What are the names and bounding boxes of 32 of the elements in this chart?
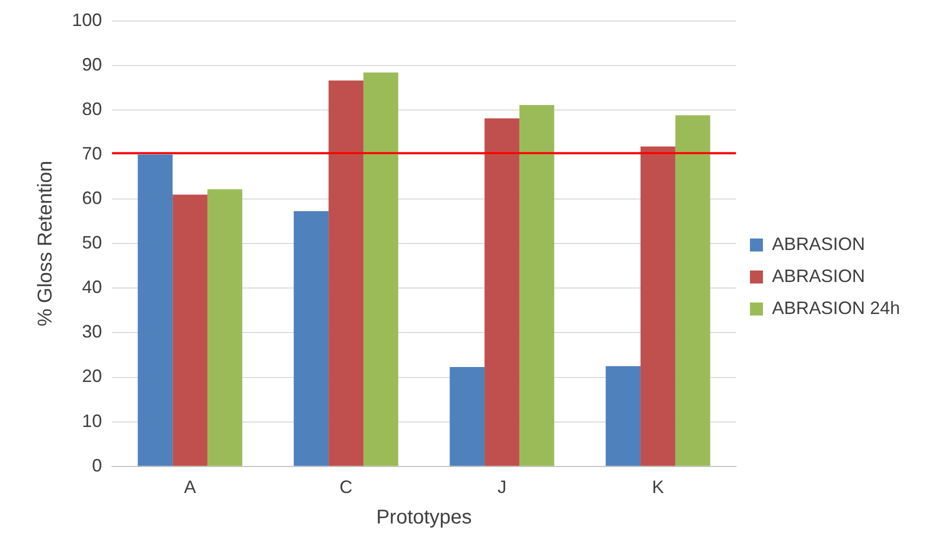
y-tick-label: 50 <box>82 232 102 253</box>
bar <box>519 105 554 466</box>
legend-label: ABRASION 24h <box>772 298 900 318</box>
y-tick-label: 100 <box>72 10 102 30</box>
y-axis-title: % Gloss Retention <box>34 160 57 326</box>
y-tick-label: 80 <box>82 98 102 119</box>
bar <box>606 366 641 466</box>
y-tick-label: 40 <box>82 277 102 298</box>
bar <box>207 189 242 466</box>
bar <box>484 118 520 466</box>
x-tick-label: K <box>652 477 664 498</box>
legend-label: ABRASION <box>772 234 865 254</box>
y-tick-label: 30 <box>82 322 102 342</box>
x-tick-label: A <box>184 477 196 498</box>
x-tick-label: J <box>497 477 506 498</box>
bar <box>450 367 485 466</box>
x-axis-title: Prototypes <box>376 506 472 529</box>
bar <box>640 146 676 466</box>
y-tick-label: 20 <box>82 366 102 386</box>
y-tick-label: 70 <box>82 143 102 164</box>
y-tick-label: 10 <box>82 410 102 431</box>
bar <box>138 154 173 466</box>
bar <box>328 80 364 466</box>
y-tick-label: 60 <box>82 188 102 208</box>
legend-label: ABRASION <box>772 266 865 286</box>
bar <box>172 194 208 466</box>
y-tick-label: 0 <box>92 455 102 476</box>
x-tick-label: C <box>340 477 352 498</box>
bar <box>675 115 710 466</box>
bar <box>294 211 329 466</box>
y-tick-label: 90 <box>82 54 102 74</box>
bar <box>363 72 398 466</box>
